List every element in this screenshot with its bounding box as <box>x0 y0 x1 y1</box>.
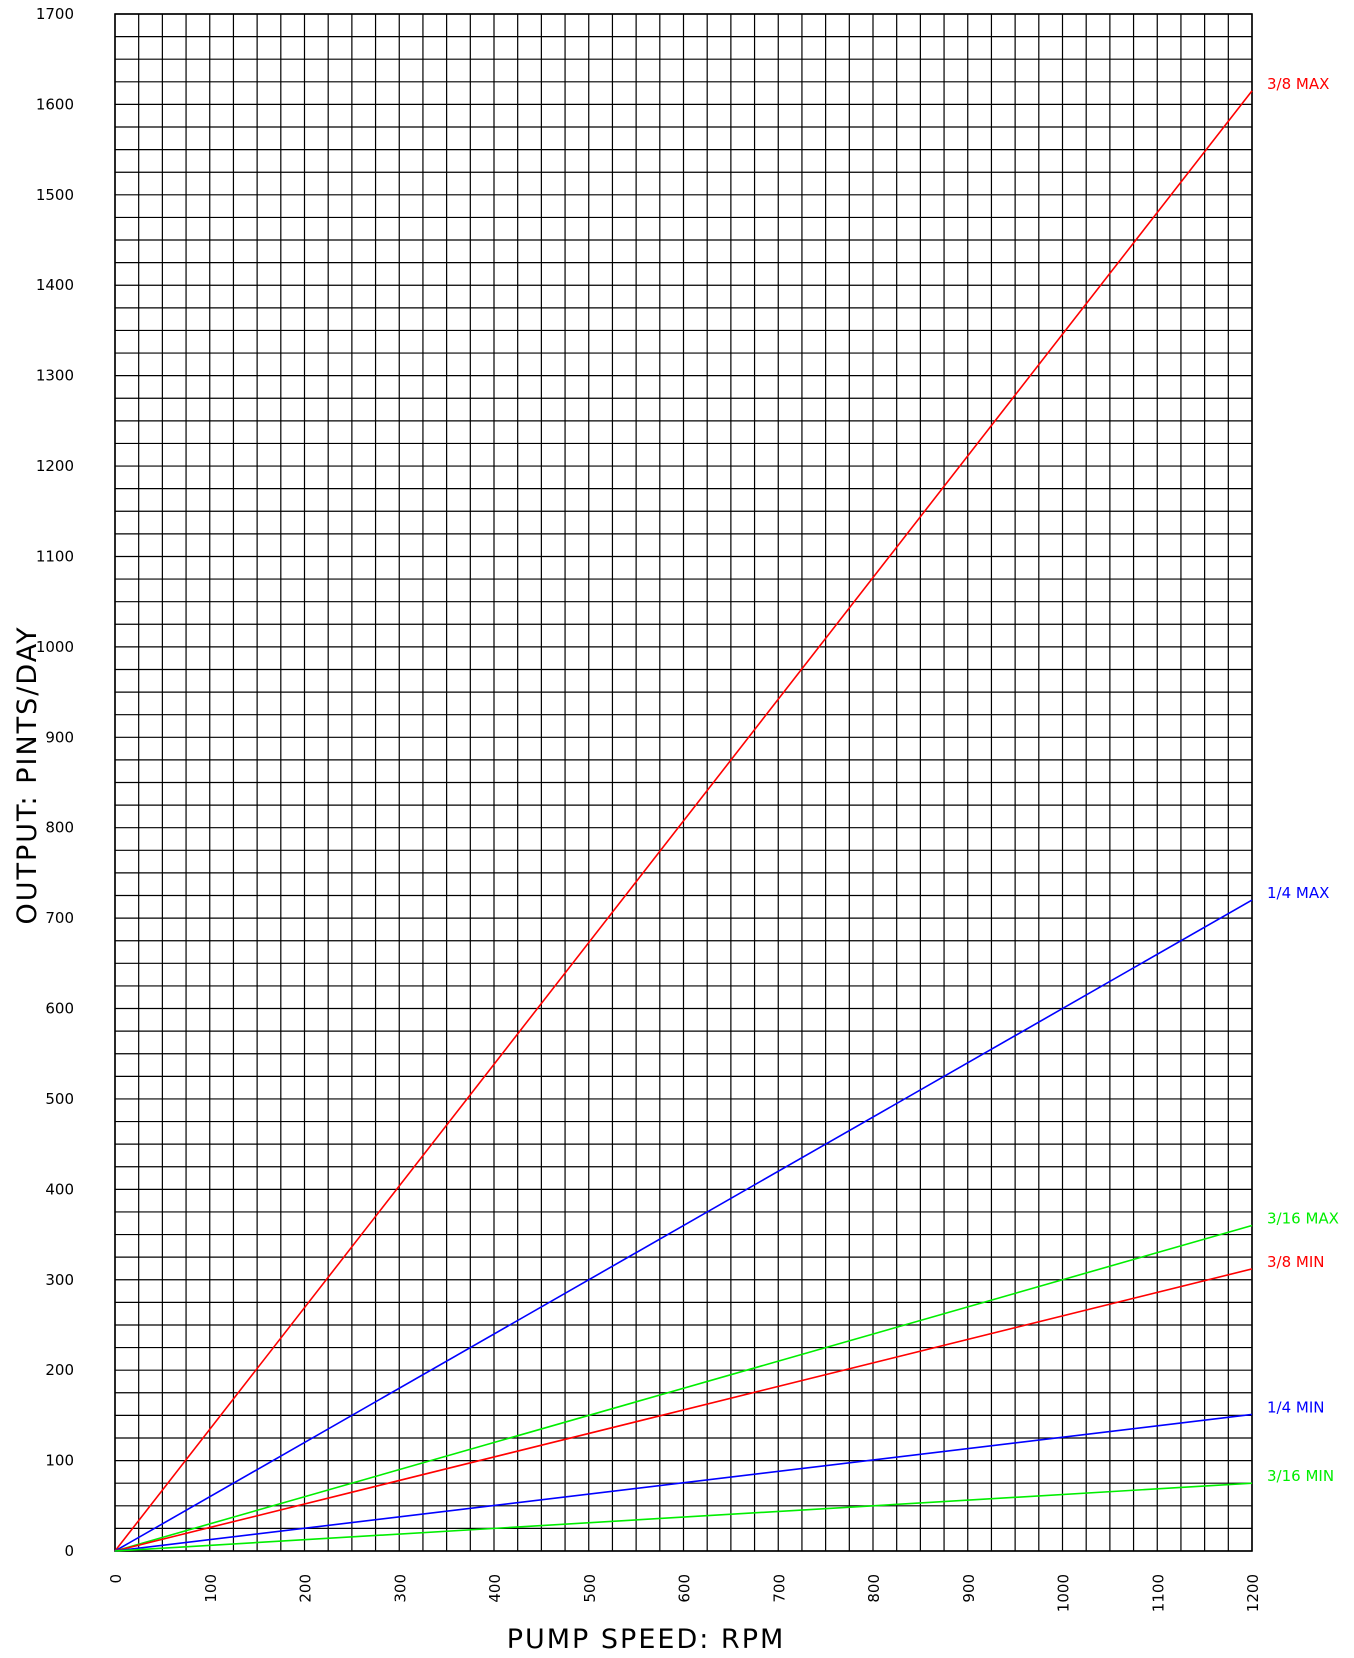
y-tick-label: 300 <box>45 1271 74 1289</box>
plot-border <box>114 13 1253 1552</box>
series-label: 3/16 MIN <box>1267 1467 1334 1485</box>
y-axis-title: OUTPUT: PINTS/DAY <box>12 625 43 924</box>
series-line <box>114 1268 1253 1552</box>
y-tick-label: 200 <box>45 1361 74 1379</box>
x-tick-label: 600 <box>676 1574 694 1603</box>
y-tick-label: 800 <box>45 819 74 837</box>
x-tick-label: 500 <box>581 1574 599 1603</box>
x-axis-ticks: 0 100 200 300 400 500 600 700 800 900 1000 1100 1200 <box>107 1574 1262 1612</box>
series-line <box>114 1413 1253 1552</box>
x-tick-label: 200 <box>297 1574 315 1603</box>
series-line <box>114 899 1253 1552</box>
series-label: 3/8 MAX <box>1267 75 1329 93</box>
y-tick-label: 1400 <box>36 276 74 294</box>
series-line <box>114 1482 1253 1552</box>
y-tick-label: 1600 <box>36 95 74 113</box>
y-tick-label: 600 <box>45 1000 74 1018</box>
x-tick-label: 700 <box>770 1574 788 1603</box>
series-label: 3/8 MIN <box>1267 1253 1325 1271</box>
chart-grid <box>114 13 1253 1552</box>
y-tick-label: 700 <box>45 909 74 927</box>
x-tick-label: 1000 <box>1055 1574 1073 1612</box>
series-line <box>114 1224 1253 1552</box>
chart-series-lines <box>114 90 1253 1552</box>
x-tick-label: 800 <box>865 1574 883 1603</box>
x-tick-label: 0 <box>107 1574 125 1584</box>
x-axis-title: PUMP SPEED: RPM <box>507 1624 786 1655</box>
y-tick-label: 1000 <box>36 638 74 656</box>
y-tick-label: 1500 <box>36 186 74 204</box>
x-tick-label: 300 <box>391 1574 409 1603</box>
x-tick-label: 100 <box>202 1574 220 1603</box>
x-tick-label: 400 <box>486 1574 504 1603</box>
y-tick-label: 500 <box>45 1090 74 1108</box>
x-tick-label: 900 <box>960 1574 978 1603</box>
y-tick-label: 0 <box>64 1542 74 1560</box>
y-tick-label: 400 <box>45 1180 74 1198</box>
y-tick-label: 1700 <box>36 5 74 23</box>
series-line <box>114 90 1253 1552</box>
y-tick-label: 900 <box>45 728 74 746</box>
y-tick-label: 1200 <box>36 457 74 475</box>
y-axis-ticks: 0 100 200 300 400 500 600 700 800 900 1000 1100 1200… <box>36 5 74 1560</box>
chart-series-labels: 3/8 MAX 1/4 MAX 3/16 MAX 3/8 MIN 1/4 MIN 3/16… <box>1267 75 1339 1485</box>
y-tick-label: 100 <box>45 1452 74 1470</box>
series-label: 1/4 MIN <box>1267 1398 1325 1416</box>
x-tick-label: 1100 <box>1149 1574 1167 1612</box>
series-label: 1/4 MAX <box>1267 884 1329 902</box>
y-tick-label: 1300 <box>36 367 74 385</box>
y-tick-label: 1100 <box>36 547 74 565</box>
series-label: 3/16 MAX <box>1267 1210 1339 1228</box>
x-tick-label: 1200 <box>1244 1574 1262 1612</box>
